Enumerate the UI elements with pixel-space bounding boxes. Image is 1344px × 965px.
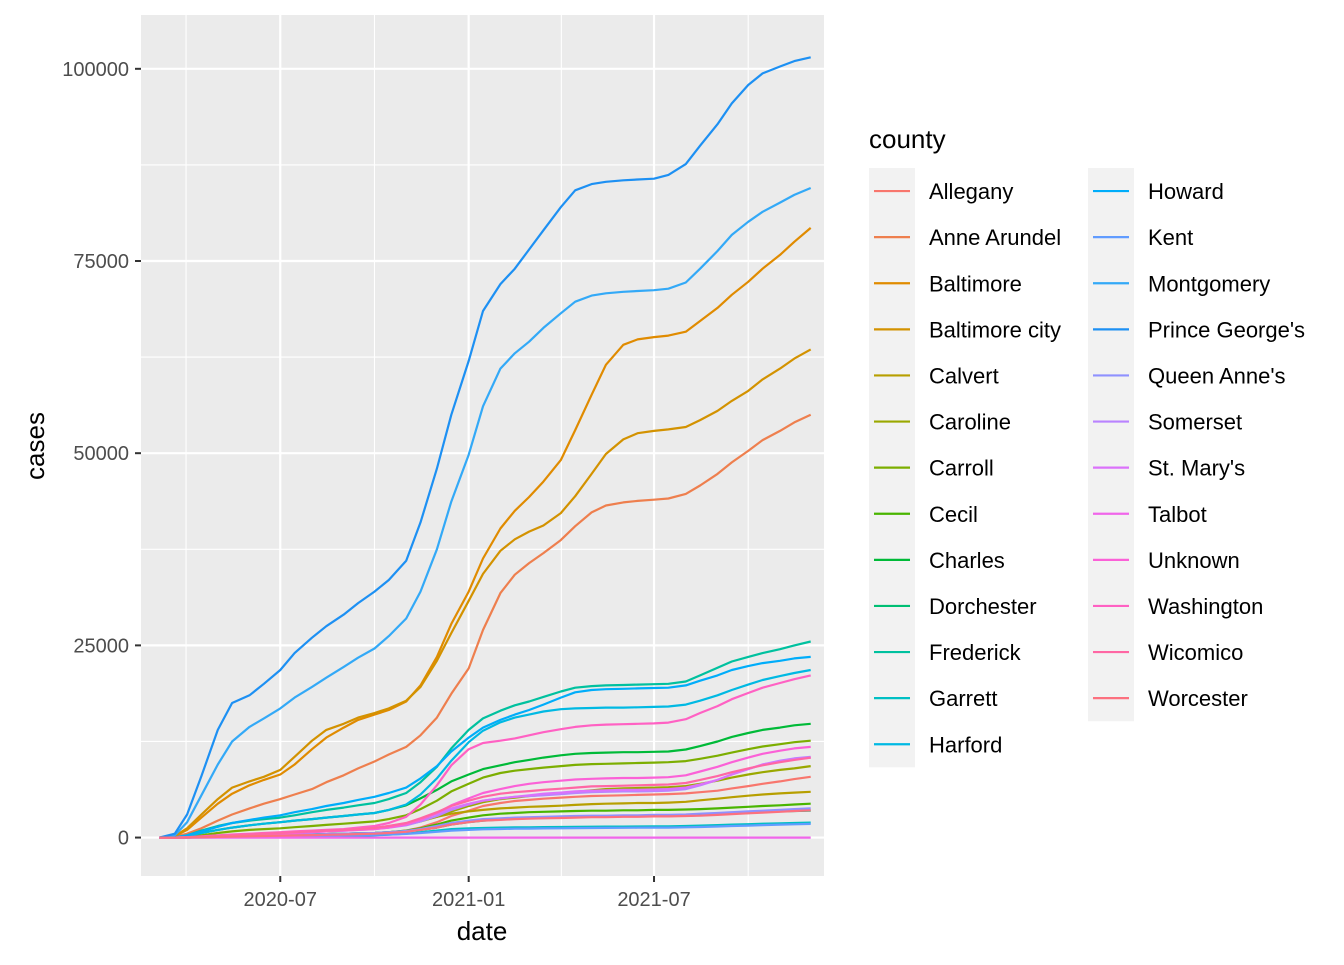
legend-label: Washington (1148, 594, 1263, 619)
series-line-carroll (159, 739, 811, 839)
y-tick-label: 75000 (73, 251, 129, 273)
plot-background (141, 15, 824, 876)
legend-label: Dorchester (929, 594, 1037, 619)
y-tick-label: 100000 (62, 59, 129, 81)
series-line-frederick (159, 640, 811, 839)
y-axis: 0 25000 50000 75000 100000 (62, 59, 141, 850)
legend-keys-bg (1088, 168, 1134, 722)
legend-label: Harford (929, 732, 1002, 757)
series-line-baltimore-city (159, 348, 812, 839)
series-line-wicomico (159, 756, 811, 839)
legend-label: Talbot (1148, 502, 1207, 527)
legend-label: Caroline (929, 410, 1011, 435)
series-line-prince-george-s (159, 56, 811, 839)
series-lines (159, 56, 812, 839)
legend-title: county (869, 124, 946, 154)
legend-label: Cecil (929, 502, 978, 527)
major-gridlines (141, 15, 824, 876)
y-tick-label: 25000 (73, 635, 129, 657)
minor-gridlines (141, 15, 824, 876)
series-line-worcester (159, 809, 811, 839)
x-tick-label: 2021-07 (617, 889, 690, 911)
legend-label: Carroll (929, 456, 994, 481)
x-axis-title: date (457, 916, 508, 946)
x-axis: 2020-07 2021-01 2021-07 (244, 876, 691, 911)
legend-label: Calvert (929, 363, 999, 388)
legend-label: Queen Anne's (1148, 363, 1286, 388)
y-tick-label: 0 (118, 828, 129, 850)
legend-label: Allegany (929, 179, 1013, 204)
series-line-montgomery (159, 186, 812, 839)
legend-label: Somerset (1148, 410, 1242, 435)
legend-label: Baltimore city (929, 317, 1061, 342)
series-line-howard (159, 655, 811, 839)
y-tick-label: 50000 (73, 443, 129, 465)
legend-label: Frederick (929, 640, 1022, 665)
series-line-anne-arundel (159, 413, 812, 839)
y-axis-title: cases (20, 412, 50, 480)
legend-label: Charles (929, 548, 1005, 573)
legend-label: Anne Arundel (929, 225, 1061, 250)
legend-label: Wicomico (1148, 640, 1243, 665)
legend-label: St. Mary's (1148, 456, 1245, 481)
x-tick-label: 2021-01 (432, 889, 505, 911)
legend-label: Prince George's (1148, 317, 1305, 342)
legend-label: Garrett (929, 686, 997, 711)
x-tick-label: 2020-07 (244, 889, 317, 911)
legend-label: Unknown (1148, 548, 1240, 573)
legend: county Allegany Anne Arundel Baltimore Balt… (869, 124, 1305, 768)
legend-label: Montgomery (1148, 271, 1270, 296)
legend-label: Kent (1148, 225, 1193, 250)
legend-label: Baltimore (929, 271, 1022, 296)
legend-label: Worcester (1148, 686, 1248, 711)
series-line-baltimore (159, 227, 812, 839)
legend-label: Howard (1148, 179, 1224, 204)
series-line-harford (159, 668, 811, 839)
